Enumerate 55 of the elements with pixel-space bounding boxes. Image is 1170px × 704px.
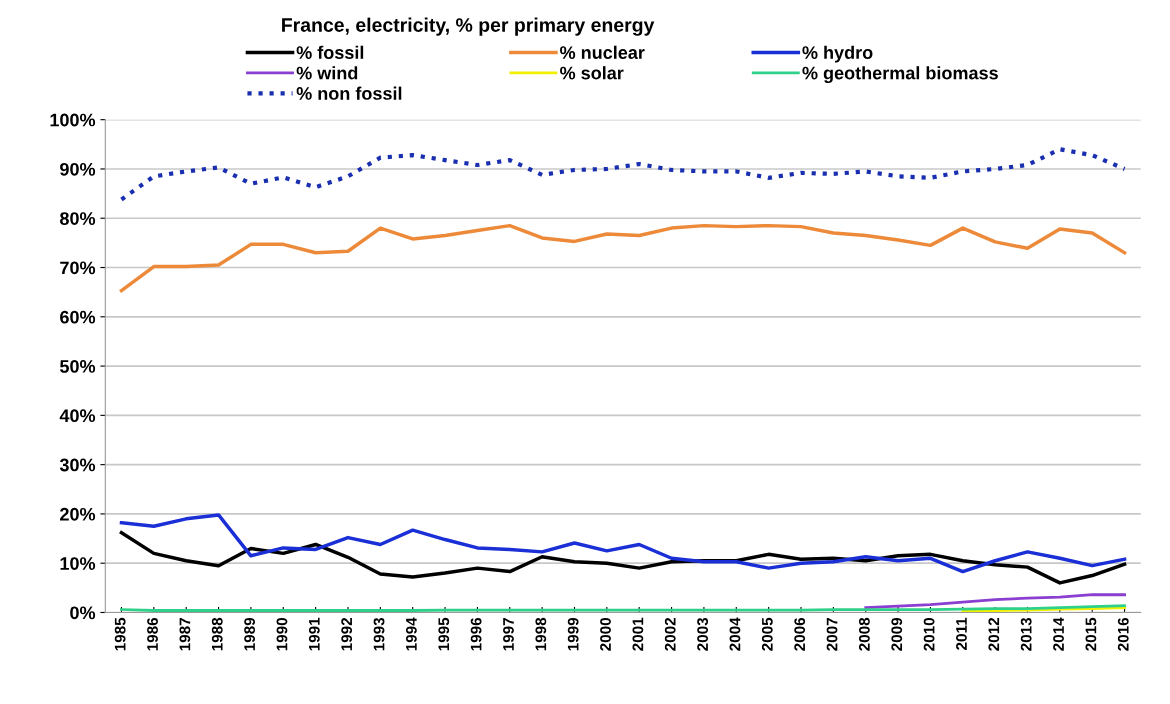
x-tick-label: 1989: [244, 617, 256, 651]
x-tick-label: 2000: [600, 617, 611, 651]
y-tick-label: 40%: [59, 409, 96, 423]
legend-label: % wind: [296, 66, 358, 80]
x-tick-label: 1992: [341, 617, 353, 651]
x-tick-label: 1986: [147, 617, 158, 651]
x-tick-label: 2011: [956, 617, 967, 650]
x-tick-label: 2006: [794, 617, 806, 651]
legend-label: % hydro: [802, 45, 873, 63]
x-tick-label: 2009: [891, 617, 903, 651]
x-tick-label: 1999: [567, 617, 579, 651]
x-tick-label: 2005: [761, 617, 773, 651]
legend-label: % non fossil: [296, 86, 402, 100]
x-tick-label: 1994: [405, 617, 417, 651]
x-tick-label: 2015: [1085, 617, 1097, 651]
y-tick-label: 70%: [60, 261, 96, 275]
y-tick-label: 60%: [60, 310, 96, 324]
y-tick-label: 90%: [60, 162, 96, 176]
x-tick-label: 2010: [923, 617, 935, 651]
x-tick-label: 2008: [858, 617, 870, 651]
x-tick-label: 1988: [211, 617, 223, 651]
legend-label: % nuclear: [560, 45, 645, 59]
x-tick-label: 2007: [826, 618, 838, 651]
x-tick-label: 1998: [535, 617, 547, 651]
y-tick-label: 20%: [60, 507, 96, 521]
line-series: [119, 513, 1127, 574]
legend-label: % fossil: [296, 45, 364, 59]
x-tick-label: 2003: [697, 617, 709, 651]
x-tick-label: 2004: [729, 617, 741, 651]
y-tick-label: 10%: [60, 557, 96, 570]
y-tick-label: 100%: [50, 113, 96, 127]
chart-title: France, electricity, % per primary energy: [282, 17, 655, 36]
x-tick-label: 1993: [373, 617, 385, 651]
x-tick-label: 1990: [276, 617, 288, 651]
y-tick-label: 80%: [60, 212, 96, 225]
x-tick-label: 2002: [664, 617, 676, 651]
x-tick-label: 2012: [988, 617, 1000, 651]
legend-label: % geothermal biomass: [802, 66, 998, 84]
line-series: [119, 223, 1127, 293]
x-tick-label: 1996: [470, 617, 482, 651]
line-series: [864, 593, 1126, 609]
x-tick-label: 1991: [308, 617, 320, 651]
y-tick-label: 30%: [59, 458, 96, 472]
x-tick-label: 1985: [114, 617, 126, 651]
x-tick-label: 2001: [632, 617, 644, 651]
y-tick-label: 50%: [60, 360, 96, 373]
x-tick-label: 1995: [438, 617, 450, 651]
x-tick-label: 1997: [503, 618, 514, 651]
x-tick-label: 2016: [1117, 617, 1129, 651]
x-tick-label: 1987: [179, 618, 191, 651]
x-tick-label: 2014: [1053, 617, 1064, 651]
y-tick-label: 0%: [70, 606, 96, 620]
line-series: [119, 147, 1127, 202]
x-tick-label: 2013: [1020, 617, 1032, 651]
legend-label: % solar: [560, 66, 624, 80]
